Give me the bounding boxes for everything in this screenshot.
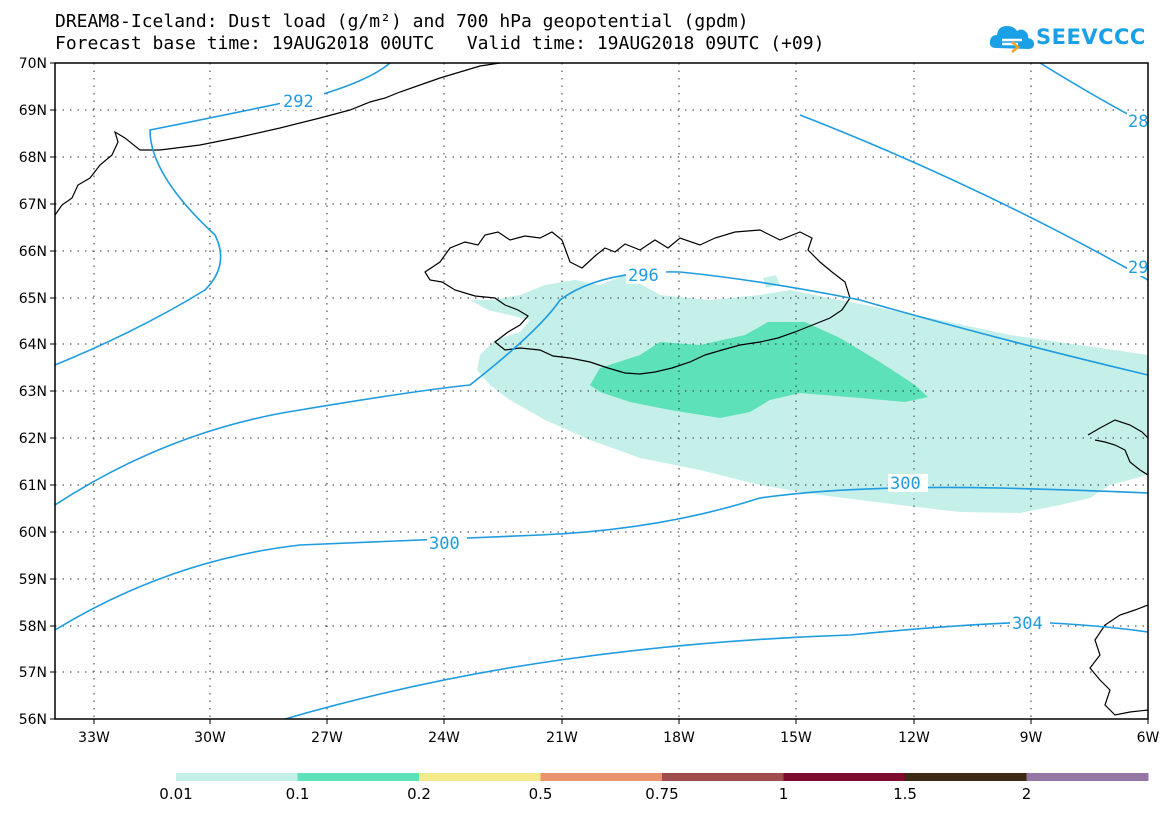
legend-label: 0.75 xyxy=(645,785,679,803)
legend-label: 1 xyxy=(778,785,789,803)
dust-area-medium xyxy=(590,322,928,418)
longitude-labels: 33W 30W 27W 24W 21W 18W 15W 12W 9W 6W xyxy=(78,730,1159,746)
coastlines xyxy=(55,63,1148,716)
lon-label: 12W xyxy=(898,730,930,746)
lat-label: 56N xyxy=(19,712,47,728)
legend-label: 0.1 xyxy=(285,785,310,803)
legend-swatch xyxy=(662,773,784,781)
lon-label: 18W xyxy=(663,730,695,746)
lon-label: 24W xyxy=(428,730,460,746)
legend-swatch xyxy=(297,773,420,781)
lat-label: 62N xyxy=(19,431,47,447)
lat-label: 69N xyxy=(19,103,47,119)
logo-text: SEEVCCC xyxy=(1036,25,1146,49)
lat-label: 64N xyxy=(19,337,47,353)
lon-label: 33W xyxy=(78,730,110,746)
axis-ticks xyxy=(50,62,1149,724)
legend-label: 2 xyxy=(1021,785,1032,803)
lat-label: 58N xyxy=(19,619,47,635)
lat-label: 65N xyxy=(19,291,47,307)
legend-swatch xyxy=(1026,773,1149,781)
latitude-labels: 70N 69N 68N 67N 66N 65N 64N 63N 62N 61N … xyxy=(19,56,47,728)
greenland-coast xyxy=(55,63,501,216)
lat-label: 57N xyxy=(19,665,47,681)
lon-label: 15W xyxy=(780,730,812,746)
legend-label: 0.2 xyxy=(407,785,431,803)
legend-swatch xyxy=(783,773,906,781)
legend-label: 0.5 xyxy=(528,785,553,803)
lat-label: 61N xyxy=(19,478,47,494)
lat-label: 70N xyxy=(19,56,47,72)
map-title: DREAM8-Iceland: Dust load (g/m²) and 700… xyxy=(55,11,749,32)
legend-label: 0.01 xyxy=(159,785,193,803)
lon-label: 27W xyxy=(311,730,343,746)
contour-label-300-b: 300 xyxy=(890,474,921,494)
contour-label-300-a: 300 xyxy=(429,534,460,554)
contour-label-292: 292 xyxy=(283,92,314,112)
legend-label: 1.5 xyxy=(893,785,917,803)
lat-label: 60N xyxy=(19,525,47,541)
seevccc-logo: SEEVCCC xyxy=(988,18,1145,58)
contour-label-304: 304 xyxy=(1012,614,1043,634)
map-subtitle: Forecast base time: 19AUG2018 00UTC Vali… xyxy=(55,33,825,54)
lat-label: 59N xyxy=(19,572,47,588)
lat-label: 63N xyxy=(19,384,47,400)
cloud-logo-icon xyxy=(989,26,1034,53)
lat-label: 66N xyxy=(19,244,47,260)
scotland-coast xyxy=(1089,604,1148,716)
legend-swatch xyxy=(540,773,663,781)
dust-area-light xyxy=(470,275,1148,513)
lat-label: 67N xyxy=(19,197,47,213)
contour-label-296: 296 xyxy=(628,266,659,286)
lon-label: 6W xyxy=(1137,730,1160,746)
legend-swatch xyxy=(905,773,1027,781)
lon-label: 30W xyxy=(194,730,226,746)
faroe-shetland-coast xyxy=(1087,419,1148,476)
lon-label: 9W xyxy=(1020,730,1043,746)
dust-area-light-patch xyxy=(763,275,780,288)
legend-swatch xyxy=(176,773,298,781)
lat-label: 68N xyxy=(19,150,47,166)
lon-label: 21W xyxy=(546,730,578,746)
legend-swatch xyxy=(419,773,541,781)
color-legend-bar xyxy=(176,773,1149,781)
